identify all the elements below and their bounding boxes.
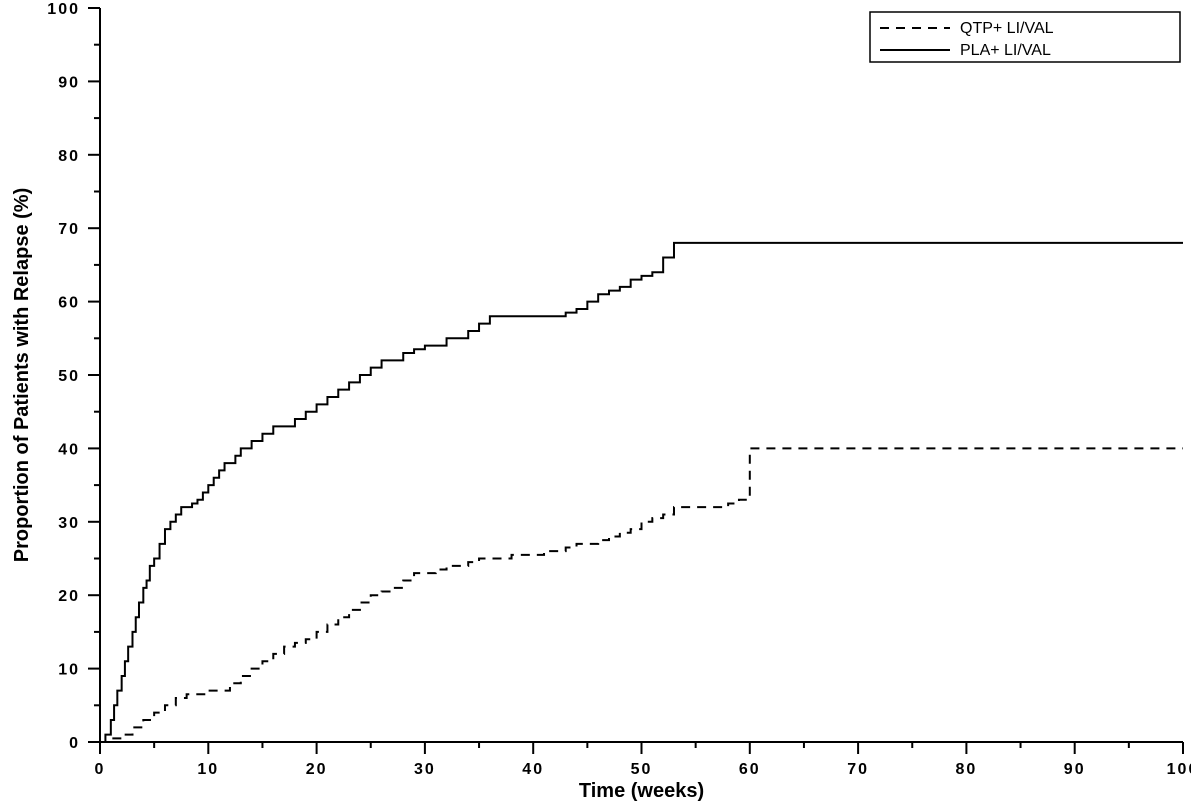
y-tick-label: 80 [58, 148, 80, 165]
legend-label: QTP+ LI/VAL [960, 20, 1054, 37]
y-tick-label: 40 [58, 441, 80, 458]
legend-label: PLA+ LI/VAL [960, 42, 1051, 59]
y-tick-label: 70 [58, 221, 80, 238]
x-tick-label: 80 [956, 761, 978, 778]
series-pla-li-val [100, 243, 1183, 742]
x-tick-label: 90 [1064, 761, 1086, 778]
x-tick-label: 20 [306, 761, 328, 778]
x-tick-label: 30 [414, 761, 436, 778]
chart-svg: 0 10 20 30 40 50 60 70 80 90 100 0 10 20 30 40 50 60 70 80 9… [0, 0, 1191, 810]
km-chart: 0 10 20 30 40 50 60 70 80 90 100 0 10 20 30 40 50 60 70 80 9… [0, 0, 1191, 810]
x-tick-label: 70 [847, 761, 869, 778]
x-tick-label: 0 [95, 761, 106, 778]
y-tick-label: 90 [58, 74, 80, 91]
x-tick-label: 10 [197, 761, 219, 778]
y-tick-label: 20 [58, 588, 80, 605]
x-axis-label: Time (weeks) [579, 780, 704, 802]
x-tick-label: 100 [1167, 761, 1191, 778]
y-tick-label: 30 [58, 515, 80, 532]
x-tick-label: 50 [631, 761, 653, 778]
y-tick-label: 50 [58, 368, 80, 385]
y-tick-label: 10 [58, 662, 80, 679]
series-qtp-li-val [100, 448, 1183, 742]
y-tick-label: 0 [69, 735, 80, 752]
x-tick-label: 40 [522, 761, 544, 778]
y-axis-label: Proportion of Patients with Relapse (%) [11, 188, 33, 562]
y-tick-label: 60 [58, 295, 80, 312]
x-tick-label: 60 [739, 761, 761, 778]
y-tick-label: 100 [47, 1, 80, 18]
